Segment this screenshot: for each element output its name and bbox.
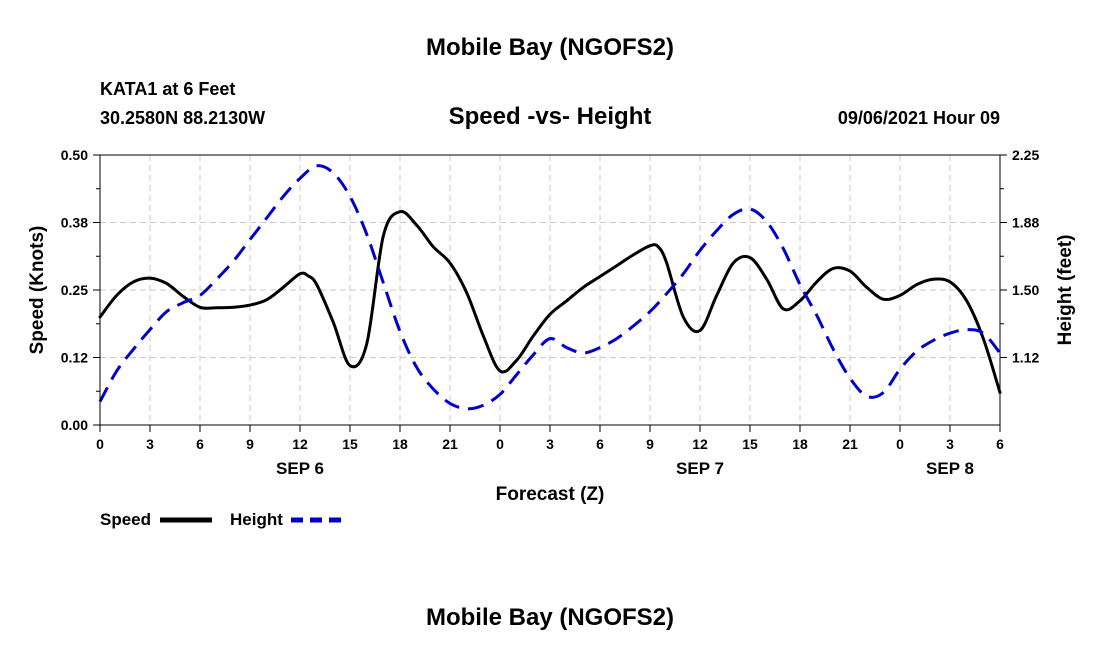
- speed-series-line: [98, 210, 1002, 395]
- x-tick-label: 6: [996, 436, 1004, 452]
- x-date-label: SEP 7: [676, 459, 724, 478]
- x-tick-label: 18: [392, 436, 408, 452]
- legend-speed-label: Speed: [100, 510, 151, 529]
- y-right-tick-label: 1.12: [1012, 350, 1039, 366]
- x-tick-label: 21: [842, 436, 858, 452]
- x-tick-label: 9: [246, 436, 254, 452]
- y-left-tick-label: 0.50: [61, 147, 88, 163]
- x-date-label: SEP 8: [926, 459, 974, 478]
- series-lines: [98, 164, 1002, 411]
- x-date-label: SEP 6: [276, 459, 324, 478]
- x-tick-label: 3: [946, 436, 954, 452]
- y-right-tick-label: 2.25: [1012, 147, 1039, 163]
- x-tick-label: 15: [742, 436, 758, 452]
- grid-lines: [100, 155, 1000, 425]
- x-tick-label: 12: [292, 436, 308, 452]
- station-coords: 30.2580N 88.2130W: [100, 108, 265, 128]
- x-tick-label: 21: [442, 436, 458, 452]
- x-tick-label: 3: [146, 436, 154, 452]
- x-tick-label: 6: [596, 436, 604, 452]
- y-axis-left-title: Speed (Knots): [27, 226, 48, 355]
- x-tick-label: 0: [896, 436, 904, 452]
- legend-height-label: Height: [230, 510, 283, 529]
- station-label: KATA1 at 6 Feet: [100, 79, 235, 99]
- axes: 0 3 6 9 12 15 18 21 0 3 6 9 12 15 18 21 0 3 6 SEP 6 SEP 7 SEP…: [61, 147, 1040, 478]
- y-right-tick-label: 1.50: [1012, 282, 1039, 298]
- height-series-line: [98, 164, 1002, 411]
- x-axis-title: Forecast (Z): [496, 484, 605, 505]
- page-title-bottom: Mobile Bay (NGOFS2): [426, 604, 674, 631]
- issued-timestamp: 09/06/2021 Hour 09: [838, 108, 1000, 128]
- y-left-tick-label: 0.00: [61, 417, 88, 433]
- y-left-tick-label: 0.38: [61, 215, 88, 231]
- x-tick-label: 9: [646, 436, 654, 452]
- x-tick-label: 6: [196, 436, 204, 452]
- y-left-tick-label: 0.25: [61, 282, 88, 298]
- x-tick-label: 18: [792, 436, 808, 452]
- x-tick-label: 12: [692, 436, 708, 452]
- page-title-top: Mobile Bay (NGOFS2): [426, 34, 674, 61]
- x-tick-label: 15: [342, 436, 358, 452]
- x-tick-label: 0: [96, 436, 104, 452]
- chart-title: Speed -vs- Height: [449, 103, 652, 130]
- y-axis-right-title: Height (feet): [1055, 235, 1076, 346]
- x-tick-label: 3: [546, 436, 554, 452]
- legend: Speed Height: [100, 510, 343, 529]
- y-right-tick-label: 1.88: [1012, 215, 1039, 231]
- y-left-tick-label: 0.12: [61, 350, 88, 366]
- x-tick-label: 0: [496, 436, 504, 452]
